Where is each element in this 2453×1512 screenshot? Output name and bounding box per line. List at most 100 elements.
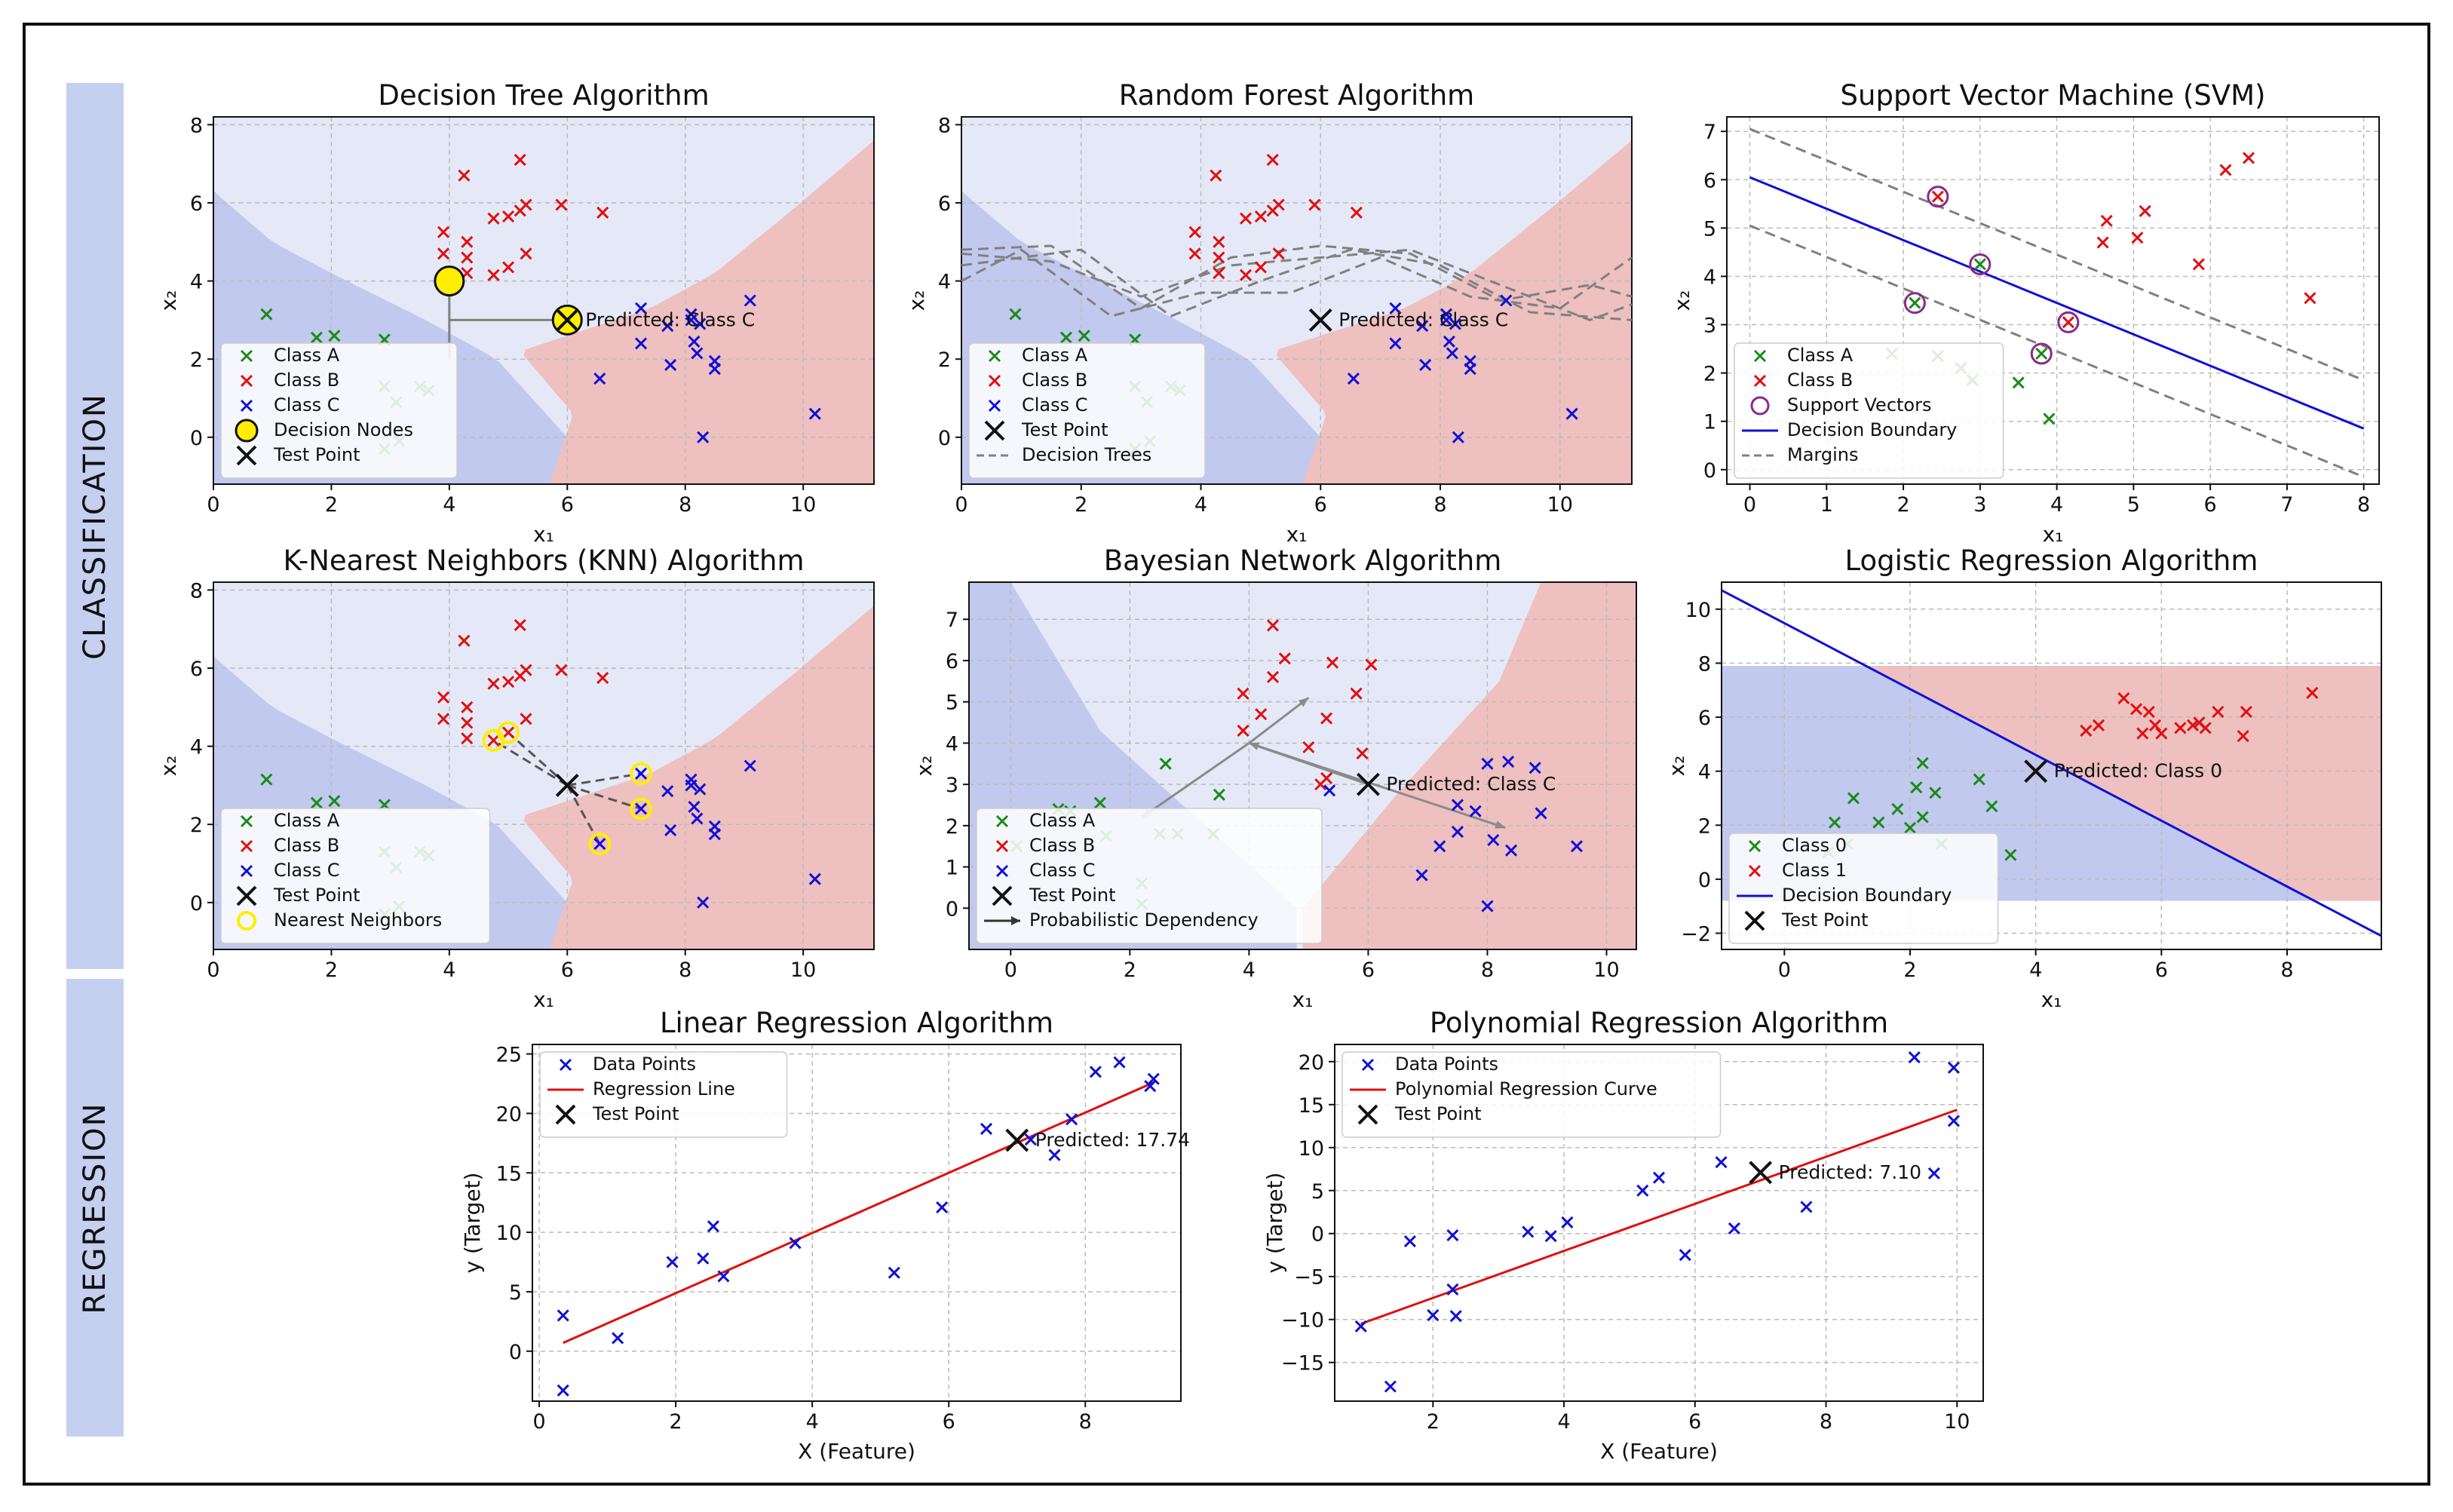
data-point bbox=[437, 247, 450, 260]
data-point bbox=[1433, 840, 1446, 853]
prediction-annotation: Predicted: Class C bbox=[1338, 308, 1508, 330]
legend: Data Points Polynomial Regression Curve Te… bbox=[1341, 1051, 1722, 1138]
decision-boundary bbox=[1721, 589, 2382, 937]
y-tick-label: 0 bbox=[946, 897, 958, 921]
y-tick-label: 15 bbox=[1299, 1094, 1324, 1118]
regression-line bbox=[1360, 1109, 1958, 1325]
legend-box bbox=[220, 808, 491, 944]
data-point bbox=[1449, 317, 1461, 330]
prediction-annotation: Predicted: Class 0 bbox=[2054, 760, 2222, 782]
legend-item: Class B bbox=[988, 370, 1087, 391]
legend-marker bbox=[995, 814, 1009, 828]
decision-tree-line bbox=[961, 248, 1633, 321]
data-point bbox=[593, 373, 606, 385]
x-tick-label: 4 bbox=[1557, 1410, 1570, 1434]
data-point bbox=[808, 873, 821, 885]
data-point bbox=[708, 828, 721, 841]
y-tick-label: 4 bbox=[946, 732, 958, 756]
data-point bbox=[1728, 1222, 1740, 1234]
x-tick-label: 8 bbox=[2280, 958, 2293, 982]
data-point bbox=[1213, 235, 1225, 248]
y-tick-label: 6 bbox=[190, 658, 203, 681]
data-point bbox=[1652, 1171, 1666, 1184]
x-tick-label: 0 bbox=[207, 958, 219, 982]
y-tick-label: 2 bbox=[938, 348, 951, 372]
data-point bbox=[1443, 335, 1455, 348]
test-point bbox=[1308, 308, 1332, 332]
linear-chart: 0 2 4 6 8 0 5 10 15 20 25 Linear Regression Algorit… bbox=[460, 1007, 1190, 1464]
x-tick-label: 6 bbox=[943, 1410, 955, 1434]
data-point bbox=[487, 677, 500, 690]
y-tick-label: 0 bbox=[938, 427, 951, 450]
data-point bbox=[1916, 811, 1929, 823]
legend-label: Class B bbox=[274, 370, 339, 391]
legend-item: Class A bbox=[240, 810, 340, 831]
test-point bbox=[1005, 1128, 1029, 1152]
data-point bbox=[1323, 784, 1336, 797]
data-point bbox=[593, 838, 606, 851]
y-tick-label: 3 bbox=[1703, 314, 1716, 338]
decision_tree-chart: 0 2 4 6 8 10 0 2 4 6 8 Decision Tree Algorithm x₁ x₂ P… bbox=[156, 79, 875, 547]
legend-item: Class B bbox=[1753, 370, 1853, 391]
test-point bbox=[555, 308, 579, 332]
legend-marker bbox=[1361, 1058, 1375, 1072]
data-point bbox=[1973, 258, 1986, 271]
y-tick-label: 4 bbox=[1698, 761, 1711, 784]
regression-line bbox=[563, 1081, 1154, 1345]
legend-marker bbox=[1748, 839, 1762, 853]
data-point bbox=[328, 330, 341, 342]
data-point bbox=[1239, 268, 1253, 281]
data-point bbox=[744, 294, 756, 307]
data-point bbox=[458, 634, 471, 647]
data-point bbox=[1464, 363, 1476, 376]
data-point bbox=[2062, 316, 2074, 329]
data-point bbox=[1188, 247, 1201, 260]
margin-line bbox=[1749, 127, 2365, 382]
data-point bbox=[502, 726, 515, 739]
data-point bbox=[1931, 190, 1944, 203]
x-tick-label: 0 bbox=[955, 493, 967, 517]
nearest-neighbor-ring bbox=[497, 721, 520, 744]
y-tick-label: 6 bbox=[1698, 707, 1711, 730]
legend-item: Class A bbox=[240, 345, 340, 366]
legend: Class A Class B Class C Test Point Decision … bbox=[968, 342, 1206, 479]
legend-marker bbox=[995, 839, 1009, 853]
data-point bbox=[612, 1332, 624, 1345]
data-point bbox=[1354, 1320, 1367, 1333]
legend-label: Decision Boundary bbox=[1782, 885, 1952, 906]
data-point bbox=[1847, 792, 1860, 805]
x-tick-label: 2 bbox=[1896, 493, 1909, 517]
legend-marker bbox=[992, 885, 1013, 906]
chart-title: K-Nearest Neighbors (KNN) Algorithm bbox=[283, 544, 804, 577]
legend-label: Decision Nodes bbox=[274, 419, 413, 440]
data-point bbox=[310, 331, 323, 344]
dependency-arrow bbox=[1248, 697, 1310, 744]
data-point bbox=[688, 335, 701, 348]
decision-tree-line bbox=[961, 244, 1633, 310]
neighbor-link bbox=[567, 772, 642, 787]
data-point bbox=[1266, 153, 1279, 167]
data-point bbox=[1446, 1228, 1459, 1242]
x-tick-label: 0 bbox=[1743, 493, 1756, 517]
data-point bbox=[1403, 1234, 1416, 1248]
y-tick-label: 6 bbox=[938, 192, 951, 216]
data-point bbox=[708, 363, 721, 376]
legend-item: Class 1 bbox=[1748, 860, 1847, 881]
legend-item: Class B bbox=[995, 835, 1095, 856]
data-point bbox=[1278, 652, 1291, 665]
y-tick-label: 0 bbox=[190, 892, 203, 915]
data-point bbox=[1210, 169, 1222, 182]
data-point bbox=[1089, 1066, 1102, 1078]
data-point bbox=[1093, 796, 1106, 809]
legend-item: Class C bbox=[240, 394, 340, 416]
x-tick-label: 2 bbox=[1124, 958, 1136, 982]
y-tick-label: −10 bbox=[1281, 1309, 1324, 1333]
x-tick-label: 6 bbox=[1362, 958, 1375, 982]
legend-label: Class A bbox=[1029, 810, 1096, 831]
data-point bbox=[808, 407, 821, 420]
data-point bbox=[1910, 781, 1923, 794]
data-point bbox=[520, 247, 532, 260]
legend-label: Test Point bbox=[1394, 1103, 1481, 1124]
red-region bbox=[1276, 117, 1632, 484]
